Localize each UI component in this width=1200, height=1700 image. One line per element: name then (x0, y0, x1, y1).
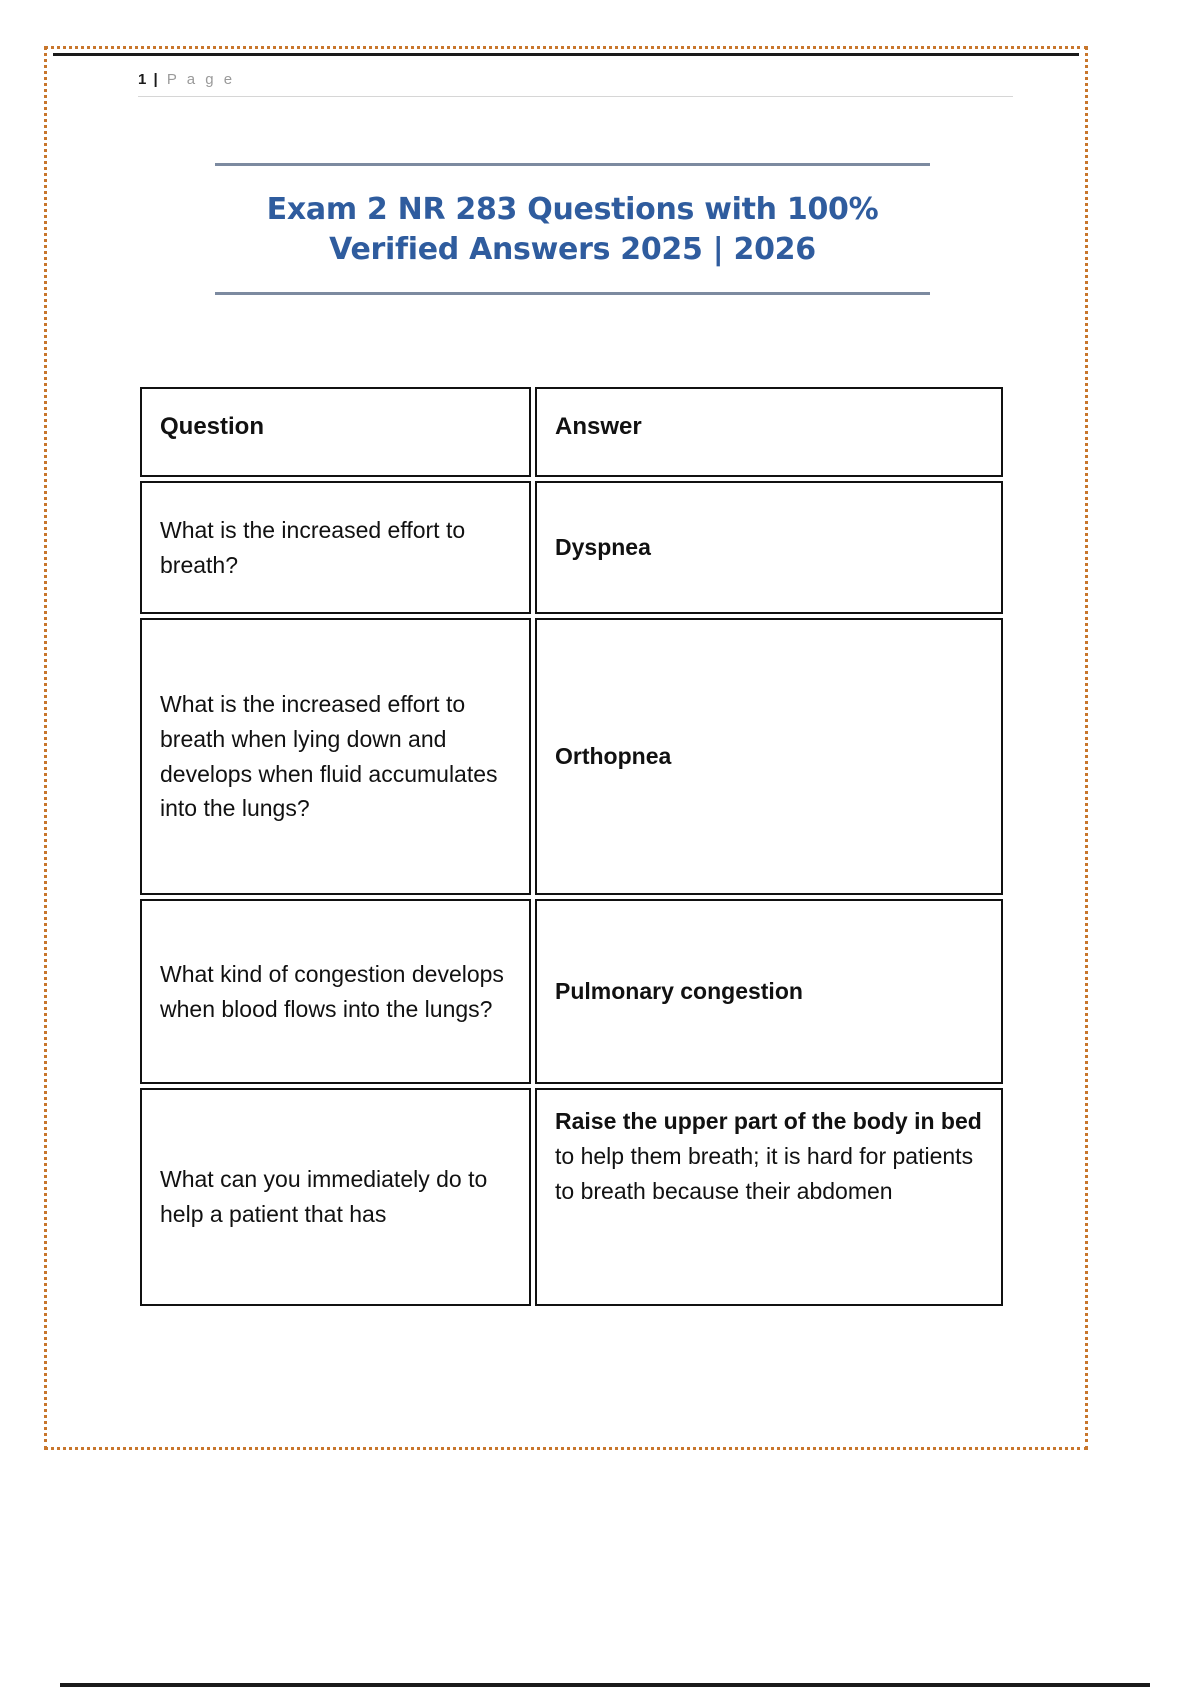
header-divider (138, 96, 1013, 97)
question-text: What kind of congestion develops when bl… (160, 960, 504, 1022)
page-separator: | (153, 71, 160, 88)
page-word: P a g e (166, 71, 236, 88)
page-title: Exam 2 NR 283 Questions with 100% Verifi… (266, 192, 879, 267)
table-row: What is the increased effort to breath w… (140, 618, 1003, 895)
running-header: 1 | P a g e (138, 71, 1013, 97)
answer-bold-part: Raise the upper part of the body in bed (555, 1108, 982, 1134)
question-text: What is the increased effort to breath w… (160, 690, 498, 822)
answer-rest-part: to help them breath; it is hard for pati… (555, 1142, 974, 1204)
page-number: 1 (138, 71, 147, 88)
bottom-black-rule (60, 1683, 1150, 1687)
table-row: What is the increased effort to breath? … (140, 481, 1003, 614)
table-row: What can you immediately do to help a pa… (140, 1088, 1003, 1306)
column-header-answer: Answer (535, 387, 1003, 477)
answer-bold-part: Dyspnea (555, 534, 651, 561)
answer-text: Dyspnea (555, 530, 651, 565)
question-cell: What is the increased effort to breath? (140, 481, 531, 614)
answer-cell: Orthopnea (535, 618, 1003, 895)
table-header-row: Question Answer (140, 387, 1003, 477)
qa-table: Question Answer What is the increased ef… (140, 387, 1003, 1310)
column-header-answer-label: Answer (555, 413, 642, 440)
top-black-rule (53, 53, 1079, 56)
answer-text: Orthopnea (555, 739, 671, 774)
question-cell: What is the increased effort to breath w… (140, 618, 531, 895)
title-top-rule (215, 163, 930, 166)
answer-text: Pulmonary congestion (555, 974, 803, 1009)
question-cell: What kind of congestion develops when bl… (140, 899, 531, 1084)
question-text: What is the increased effort to breath? (160, 516, 466, 578)
table-row: What kind of congestion develops when bl… (140, 899, 1003, 1084)
column-header-question-label: Question (160, 413, 265, 440)
title-bottom-rule (215, 291, 930, 295)
title-block: Exam 2 NR 283 Questions with 100% Verifi… (215, 163, 930, 295)
answer-cell: Dyspnea (535, 481, 1003, 614)
page-number-label: 1 | P a g e (138, 71, 1013, 96)
question-text: What can you immediately do to help a pa… (160, 1166, 488, 1227)
column-header-question: Question (140, 387, 531, 477)
page-sheet: 1 | P a g e Exam 2 NR 283 Questions with… (44, 46, 1088, 1450)
answer-cell: Pulmonary congestion (535, 899, 1003, 1084)
answer-text: Raise the upper part of the body in bed … (555, 1104, 983, 1209)
question-cell: What can you immediately do to help a pa… (140, 1088, 531, 1306)
answer-bold-part: Orthopnea (555, 743, 672, 770)
answer-bold-part: Pulmonary congestion (555, 978, 803, 1005)
answer-cell: Raise the upper part of the body in bed … (535, 1088, 1003, 1306)
